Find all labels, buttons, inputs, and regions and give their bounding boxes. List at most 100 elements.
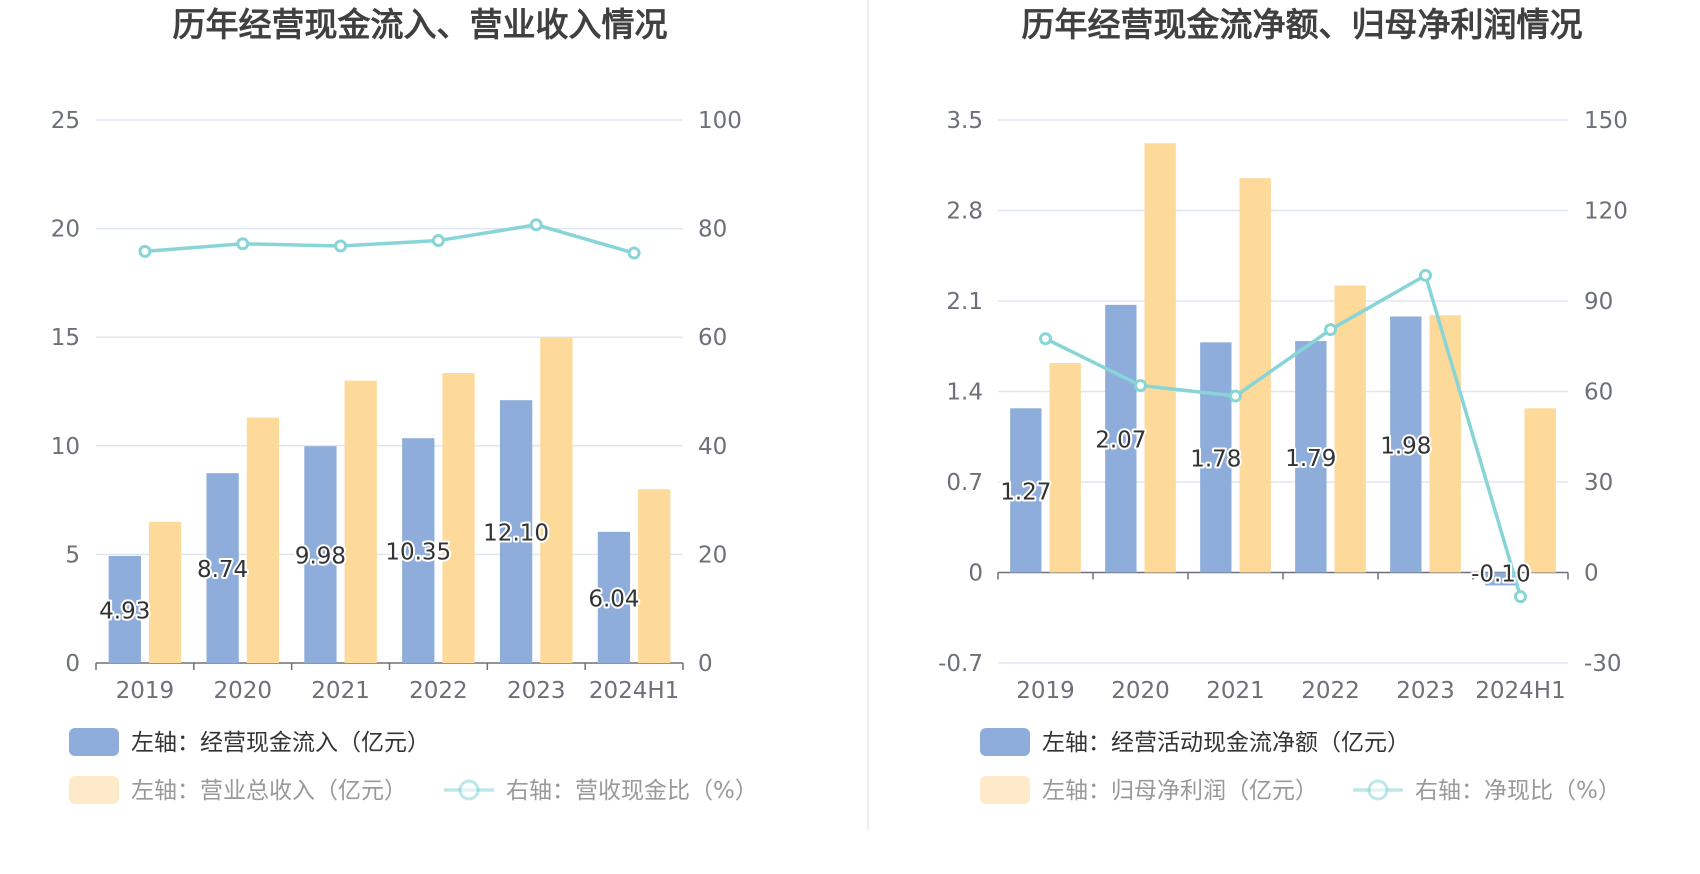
bar-data-label: 1.78	[1190, 446, 1241, 472]
bar-data-label: 1.98	[1380, 434, 1431, 460]
bar-blue	[499, 400, 533, 663]
bar-orange	[246, 417, 280, 663]
chart-panel-2: 历年经营现金流净额、归母净利润情况 -0.7 0 0.7 1.4 2.1 2.8 3.5 -30…	[938, 5, 1628, 804]
x-axis-tick-label: 2022	[409, 678, 468, 704]
line-point	[334, 239, 348, 253]
bar-blue	[1105, 304, 1137, 573]
left-axis-tick-label: 1.4	[946, 380, 983, 406]
bar-data-label: 4.93	[99, 598, 150, 624]
chart-panel-1: 历年经营现金流入、营业收入情况 0 5 10 15 20 25 0 20 40 60 80 100 201…	[51, 5, 758, 804]
left-axis-tick-label: 5	[65, 542, 80, 568]
left-axis-tick-label: 3.5	[946, 108, 983, 134]
legend-swatch-blue	[980, 728, 1030, 756]
right-axis-tick-label: 80	[698, 217, 727, 243]
left-axis-tick-label: 2.1	[946, 289, 983, 315]
right-axis-tick-label: 150	[1584, 108, 1628, 134]
legend-label: 左轴：经营现金流入（亿元）	[131, 730, 430, 756]
right-axis-tick-label: 0	[1584, 561, 1599, 587]
x-axis-tick-label: 2020	[1111, 678, 1170, 704]
bar-data-label: 1.79	[1285, 446, 1336, 472]
right-axis-tick-label: 40	[698, 434, 727, 460]
x-axis-tick-label: 2023	[507, 678, 566, 704]
bar-data-label: 2.07	[1095, 428, 1146, 454]
bar-data-label: -0.10	[1471, 562, 1531, 588]
bar-data-label: 8.74	[197, 557, 248, 583]
line-point	[1039, 332, 1052, 346]
line-point	[1324, 323, 1337, 337]
line-point	[1514, 590, 1527, 604]
bar-orange	[638, 489, 671, 663]
legend-label: 左轴：归母净利润（亿元）	[1042, 778, 1318, 804]
line-point	[529, 218, 543, 232]
legend-label: 左轴：经营活动现金流净额（亿元）	[1042, 730, 1410, 756]
chart-title: 历年经营现金流入、营业收入情况	[173, 5, 668, 44]
bar-orange	[1524, 408, 1556, 573]
left-axis-tick-label: 2.8	[946, 199, 983, 225]
x-axis-tick-label: 2019	[1016, 678, 1075, 704]
left-axis-tick-label: 0.7	[946, 470, 983, 496]
chart-title: 历年经营现金流净额、归母净利润情况	[1022, 5, 1583, 44]
left-axis-tick-label: -0.7	[938, 651, 983, 677]
legend-marker-teal	[458, 779, 480, 801]
line-point	[236, 237, 250, 251]
x-axis-tick-label: 2024H1	[1475, 678, 1565, 704]
x-axis-tick-label: 2023	[1396, 678, 1455, 704]
line-point	[627, 246, 641, 260]
right-axis-tick-label: 60	[698, 325, 727, 351]
x-axis-tick-label: 2019	[116, 678, 175, 704]
line-point	[1134, 378, 1147, 392]
bar-blue	[1010, 408, 1042, 573]
bar-data-label: 1.27	[1000, 479, 1051, 505]
legend-label: 左轴：营业总收入（亿元）	[131, 778, 407, 804]
line-point	[1419, 268, 1432, 282]
bar-data-label: 12.10	[483, 521, 549, 547]
bar-blue	[1295, 341, 1327, 573]
left-axis-tick-label: 15	[51, 325, 80, 351]
bar-blue	[1390, 316, 1422, 573]
line-point	[138, 244, 152, 258]
bar-orange	[1144, 143, 1176, 573]
bar-orange	[148, 521, 182, 663]
bar-blue	[304, 446, 337, 663]
legend-swatch-orange	[69, 776, 119, 804]
right-axis-tick-label: -30	[1584, 651, 1622, 677]
bar-blue	[1485, 572, 1517, 586]
left-axis-tick-label: 10	[51, 434, 80, 460]
x-axis-tick-label: 2021	[1206, 678, 1265, 704]
bar-blue	[1200, 342, 1232, 573]
line-point	[431, 234, 445, 248]
line-series	[1044, 272, 1523, 598]
right-axis-tick-label: 120	[1584, 199, 1628, 225]
right-axis-tick-label: 0	[698, 651, 713, 677]
bar-blue	[108, 555, 141, 663]
line-series	[144, 223, 635, 255]
right-axis-tick-label: 90	[1584, 289, 1613, 315]
bar-orange	[1049, 363, 1081, 573]
bar-orange	[344, 380, 377, 663]
left-axis-tick-label: 25	[51, 108, 80, 134]
left-axis-tick-label: 0	[968, 561, 983, 587]
bar-blue	[597, 531, 631, 663]
legend-swatch-blue	[69, 728, 119, 756]
left-axis-tick-label: 0	[65, 651, 80, 677]
bar-orange	[540, 337, 573, 663]
bar-orange	[442, 373, 475, 663]
bar-orange	[1334, 285, 1366, 573]
legend-label: 右轴：营收现金比（%）	[506, 778, 758, 804]
right-axis-tick-label: 20	[698, 542, 727, 568]
left-axis-tick-label: 20	[51, 217, 80, 243]
right-axis-tick-label: 100	[698, 108, 742, 134]
legend-marker-teal	[1367, 779, 1389, 801]
bar-data-label: 10.35	[385, 540, 451, 566]
legend-label: 右轴：净现比（%）	[1415, 778, 1621, 804]
bar-data-label: 6.04	[588, 586, 639, 612]
bar-orange	[1429, 315, 1461, 573]
legend-swatch-orange	[980, 776, 1030, 804]
bar-blue	[206, 473, 239, 663]
x-axis-tick-label: 2020	[213, 678, 272, 704]
line-point	[1229, 389, 1242, 403]
x-axis-tick-label: 2024H1	[589, 678, 679, 704]
bar-blue	[402, 438, 435, 663]
bar-data-label: 9.98	[295, 544, 346, 570]
